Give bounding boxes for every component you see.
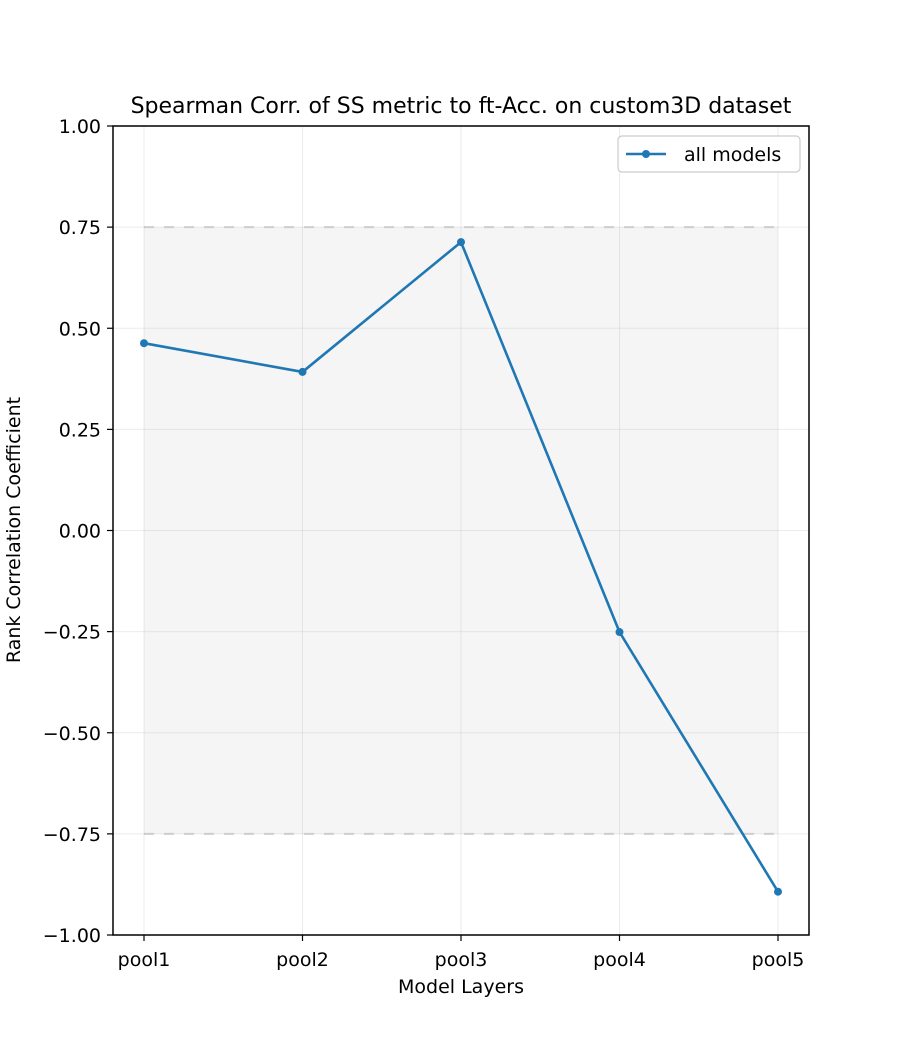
x-tick-label-pool5: pool5 xyxy=(752,949,805,971)
band-fill xyxy=(144,227,778,834)
legend: all models xyxy=(617,135,801,173)
y-tick-label-2: 0.50 xyxy=(59,318,101,340)
data-point-pool4 xyxy=(615,628,624,637)
y-axis: 1.00 0.75 0.50 0.25 0.00 −0.25 −0.50 −0.75 −1.00 xyxy=(43,116,113,947)
x-tick-label-pool1: pool1 xyxy=(118,949,171,971)
y-tick-label-0: 1.00 xyxy=(59,116,101,138)
threshold-band xyxy=(144,226,778,835)
legend-label-0: all models xyxy=(684,144,781,166)
x-tick-label-pool3: pool3 xyxy=(435,949,488,971)
y-tick-label-8: −1.00 xyxy=(43,925,101,947)
x-axis: pool1 pool2 pool3 pool4 pool5 xyxy=(118,935,805,971)
y-tick-label-4: 0.00 xyxy=(59,521,101,543)
y-tick-label-1: 0.75 xyxy=(59,217,101,239)
legend-marker-0 xyxy=(642,150,650,158)
data-point-pool1 xyxy=(140,339,148,348)
data-point-pool2 xyxy=(298,367,307,376)
y-tick-label-5: −0.25 xyxy=(43,622,101,644)
data-point-pool3 xyxy=(457,238,465,247)
x-tick-label-pool4: pool4 xyxy=(593,949,646,971)
x-tick-label-pool2: pool2 xyxy=(276,949,329,971)
y-tick-label-7: −0.75 xyxy=(43,824,101,846)
y-tick-label-6: −0.50 xyxy=(43,723,101,745)
series-layer xyxy=(140,238,782,896)
chart-title: Spearman Corr. of SS metric to ft-Acc. o… xyxy=(131,94,792,119)
x-axis-label: Model Layers xyxy=(398,976,524,998)
data-point-pool5 xyxy=(774,887,782,896)
y-tick-label-3: 0.25 xyxy=(59,419,101,441)
legend-box xyxy=(617,135,801,173)
y-axis-label: Rank Correlation Coefficient xyxy=(3,397,25,663)
